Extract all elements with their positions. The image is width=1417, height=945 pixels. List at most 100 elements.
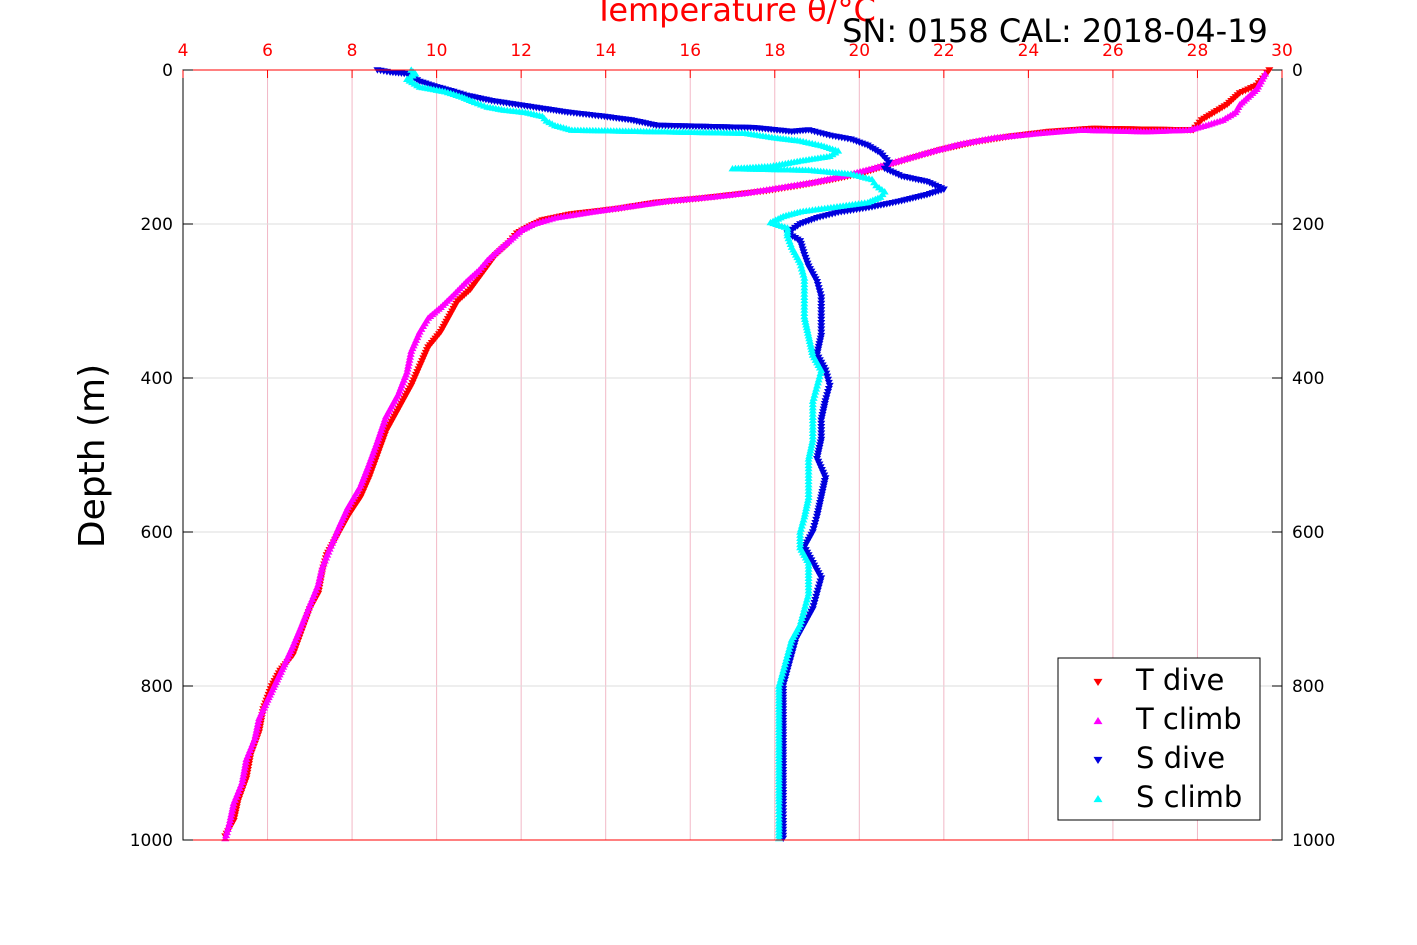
data-point-interp (777, 673, 786, 680)
data-point-interp (239, 772, 248, 780)
x-tick-label: 30 (1271, 41, 1293, 61)
data-point-interp (780, 660, 789, 668)
data-point-interp (817, 323, 826, 330)
data-point-interp (808, 432, 817, 440)
series-s-dive (373, 67, 948, 843)
data-point-interp (803, 593, 812, 600)
data-point-interp (774, 807, 783, 814)
data-point-interp (817, 320, 826, 327)
chart-subtitle: SN: 0158 CAL: 2018-04-19 (842, 12, 1268, 50)
data-point-interp (778, 670, 787, 677)
legend: T dive T climb S dive S climb (1057, 657, 1261, 821)
axis-layer (182, 69, 1283, 841)
data-point (318, 563, 327, 570)
data-point-interp (817, 420, 826, 428)
data-point-interp (800, 280, 809, 288)
data-point-interp (404, 359, 413, 366)
data-point-interp (314, 577, 323, 585)
data-point-interp (814, 375, 823, 383)
data-point-interp (807, 345, 816, 353)
data-point-interp (241, 761, 250, 768)
data-point-interp (785, 645, 794, 652)
data-point-interp (807, 441, 816, 448)
data-point-interp (317, 568, 326, 576)
data-point-interp (817, 427, 826, 434)
data-point-interp (240, 764, 249, 771)
data-point-interp (317, 566, 326, 573)
data-point-interp (800, 290, 809, 297)
data-point-interp (808, 438, 817, 446)
data-point-interp (804, 461, 813, 469)
y-tick-label-right: 1000 (1292, 831, 1335, 851)
data-point-interp (796, 525, 805, 532)
legend-marker (1093, 756, 1103, 765)
data-point-interp (810, 391, 819, 398)
data-point-interp (805, 337, 814, 344)
x-tick-label: 12 (510, 41, 532, 61)
data-point (808, 436, 817, 443)
data-point (800, 513, 809, 520)
y-tick-label-right: 600 (1292, 523, 1324, 543)
data-point-interp (817, 430, 826, 437)
data-point-interp (817, 433, 826, 440)
x-tick-label: 16 (679, 41, 701, 61)
data-point (407, 347, 416, 354)
data-point (796, 258, 805, 266)
data-point-interp (806, 447, 815, 454)
y-axis-label: Depth (m) (72, 364, 113, 548)
data-point-interp (800, 315, 809, 322)
data-point-interp (807, 444, 815, 451)
data-point-interp (799, 608, 808, 615)
data-point-interp (802, 502, 811, 509)
legend-box (1057, 657, 1261, 821)
legend-label: T dive (1135, 663, 1224, 697)
data-point-interp (406, 353, 415, 360)
data-point-interp (808, 413, 817, 420)
data-point (804, 474, 813, 481)
data-point-interp (404, 362, 413, 369)
data-point-interp (240, 767, 249, 774)
data-point-interp (797, 614, 806, 622)
data-point (225, 819, 234, 826)
x-tick-label: 14 (595, 41, 617, 61)
data-point-interp (252, 726, 261, 733)
x-tick-label: 8 (347, 41, 358, 61)
data-point-interp (241, 758, 250, 765)
y-tick-label-left: 400 (141, 369, 173, 389)
data-point-interp (800, 296, 809, 304)
data-point (804, 590, 813, 597)
data-point-interp (805, 334, 814, 342)
data-point-interp (774, 813, 783, 821)
data-point-interp (807, 343, 815, 350)
data-point-interp (803, 326, 812, 333)
x-tick-label: 28 (1187, 41, 1209, 61)
data-point-interp (817, 303, 826, 311)
data-point-interp (817, 297, 826, 304)
data-point-interp (817, 300, 826, 308)
data-point-interp (802, 596, 811, 603)
data-point-interp (802, 504, 811, 512)
data-point-interp (801, 507, 810, 514)
data-point (800, 312, 809, 320)
data-point (804, 332, 813, 339)
data-point-interp (808, 403, 817, 411)
data-point (817, 313, 826, 320)
data-point-interp (238, 775, 247, 783)
data-point-interp (223, 825, 232, 833)
data-point-interp (802, 323, 811, 331)
data-point (808, 397, 817, 404)
data-point-interp (253, 723, 262, 730)
data-point-interp (812, 385, 821, 392)
data-point-interp (228, 805, 237, 812)
data-point-interp (808, 429, 817, 436)
x-tick-label: 4 (178, 41, 189, 61)
data-point (817, 294, 826, 301)
chart-title: Temperature θ/°C (593, 0, 876, 29)
legend-marker (1093, 678, 1103, 687)
y-tick-label-left: 800 (141, 677, 173, 697)
data-point-interp (785, 642, 794, 649)
data-point-interp (227, 808, 236, 815)
data-point-interp (226, 816, 235, 823)
data-point-interp (798, 268, 807, 275)
data-point-interp (800, 306, 809, 313)
